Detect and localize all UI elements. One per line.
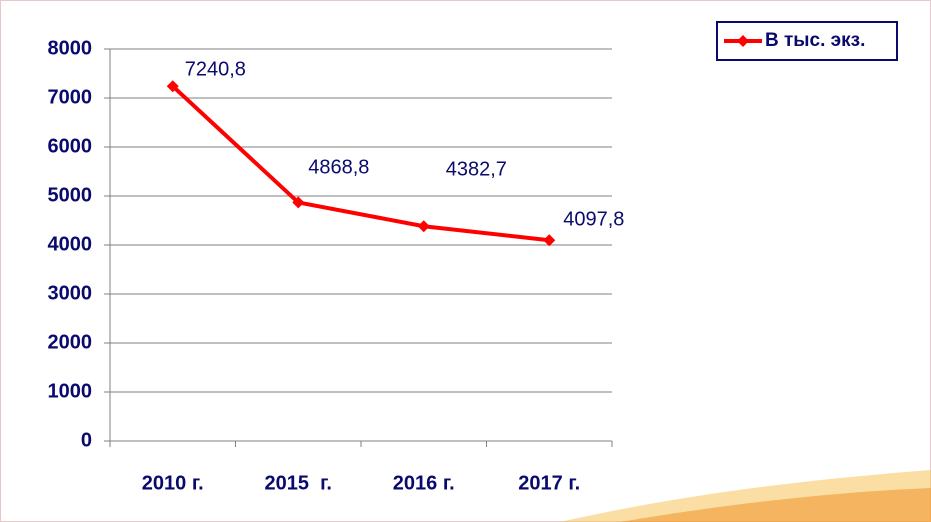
y-tick-label: 4000 [48,233,93,255]
data-point [417,220,430,233]
y-tick-label: 8000 [48,37,93,59]
data-point [543,234,556,247]
y-tick-label: 3000 [48,282,93,304]
x-tick-label: 2017 г. [518,472,580,494]
data-point [166,80,179,93]
data-label: 7240,8 [185,58,246,80]
data-point [292,196,305,209]
x-tick-label: 2010 г. [142,472,204,494]
data-label: 4097,8 [563,208,624,230]
y-tick-label: 2000 [48,331,93,353]
data-label: 4382,7 [446,159,507,181]
x-tick-label: 2016 г. [393,472,455,494]
data-line [171,84,550,243]
x-tick-label: 2015 г. [265,472,333,494]
legend-label: В тыс. экз. [765,30,865,51]
y-tick-label: 6000 [48,135,93,157]
y-tick-label: 1000 [48,380,93,402]
data-label: 4868,8 [308,157,369,179]
y-tick-label: 5000 [48,184,93,206]
decor-swoosh [620,488,931,522]
y-tick-label: 7000 [48,86,93,108]
legend-marker [737,35,749,47]
y-tick-label: 0 [81,429,92,451]
